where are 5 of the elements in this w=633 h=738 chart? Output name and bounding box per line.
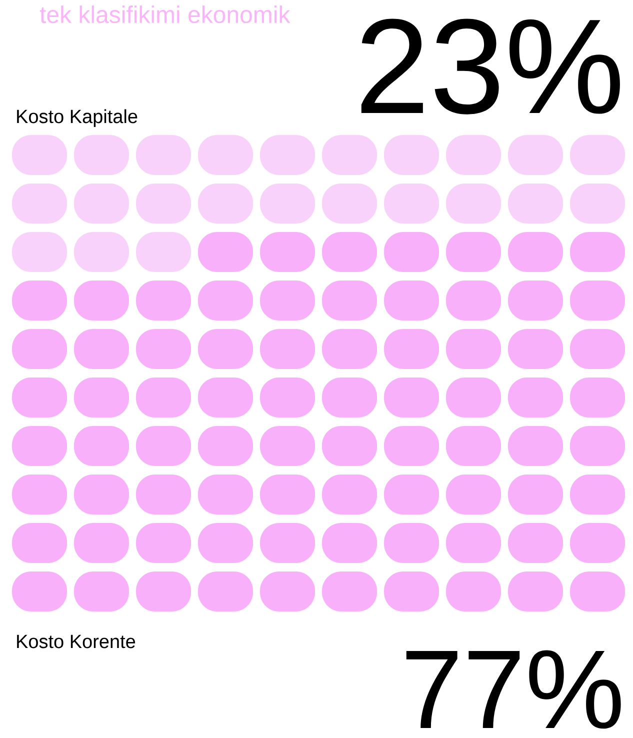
data-label: 23%	[361, 18, 620, 114]
text: tek klasifikimi ekonomik	[40, 6, 290, 24]
category-label: Kosto Korente	[17, 634, 136, 648]
category-label: Kosto Kapitale	[17, 109, 138, 127]
data-label: 77%	[406, 650, 621, 729]
